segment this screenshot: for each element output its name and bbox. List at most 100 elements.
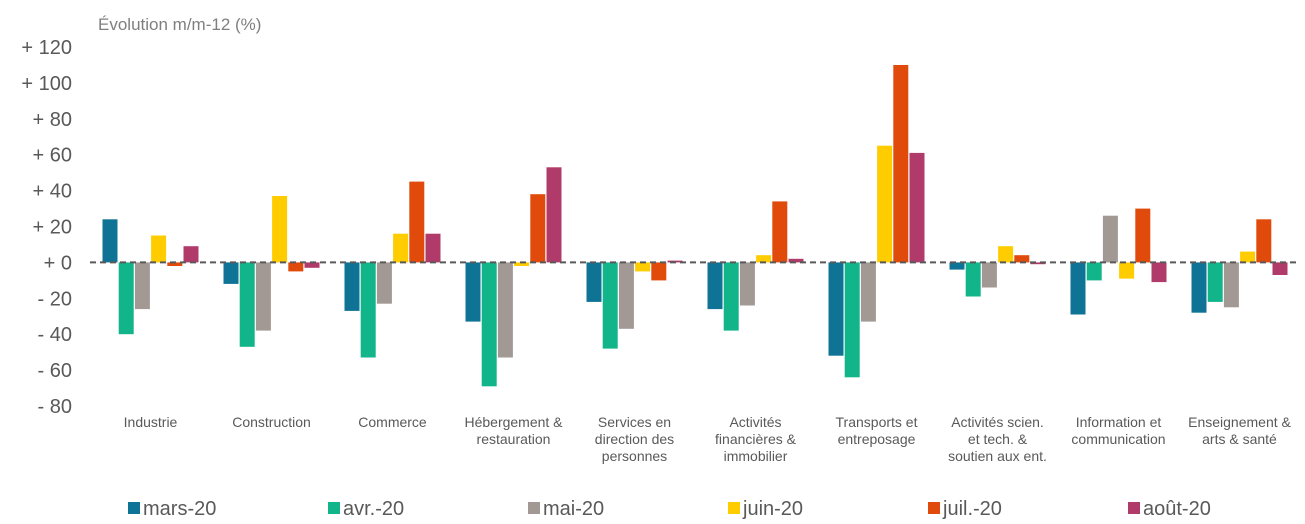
bar bbox=[1102, 215, 1118, 263]
bar bbox=[393, 233, 409, 263]
bar bbox=[272, 196, 288, 263]
y-tick-label: + 80 bbox=[33, 109, 72, 131]
bar bbox=[1070, 262, 1086, 315]
category-label: Industrie bbox=[124, 414, 178, 430]
category-label: restauration bbox=[477, 431, 551, 447]
legend-swatch bbox=[928, 502, 940, 514]
y-tick-label: + 40 bbox=[33, 181, 72, 203]
bar bbox=[546, 167, 562, 263]
category-label: Services en bbox=[598, 414, 671, 430]
bar bbox=[151, 235, 167, 263]
bar bbox=[344, 262, 360, 311]
bar bbox=[183, 246, 199, 263]
bars bbox=[102, 65, 1288, 387]
bar bbox=[788, 258, 804, 263]
bar bbox=[602, 262, 618, 349]
bar bbox=[497, 262, 513, 358]
bar bbox=[1191, 262, 1207, 313]
bar bbox=[965, 262, 981, 297]
bar bbox=[1135, 208, 1151, 263]
bar bbox=[586, 262, 602, 302]
bar bbox=[909, 152, 925, 263]
bar bbox=[618, 262, 634, 329]
category-label: direction des bbox=[595, 431, 674, 447]
bar bbox=[134, 262, 150, 310]
y-tick-label: - 40 bbox=[38, 324, 72, 346]
legend: mars-20 avr.-20 mai-20 juin-20 juil.-20 août-… bbox=[128, 498, 1211, 520]
legend-swatch bbox=[1128, 502, 1140, 514]
bar bbox=[118, 262, 134, 335]
bar bbox=[530, 194, 546, 263]
category-label: financières & bbox=[715, 431, 797, 447]
bar bbox=[239, 262, 255, 347]
bar bbox=[1207, 262, 1223, 302]
bar bbox=[1272, 262, 1288, 275]
bar bbox=[102, 219, 118, 263]
bar bbox=[756, 255, 772, 263]
legend-swatch bbox=[328, 502, 340, 514]
bar bbox=[288, 262, 304, 272]
y-tick-label: + 20 bbox=[33, 217, 72, 239]
bar bbox=[1086, 262, 1102, 281]
category-label: entreposage bbox=[838, 431, 916, 447]
bar bbox=[998, 246, 1014, 263]
category-label: immobilier bbox=[724, 448, 788, 464]
bar bbox=[1151, 262, 1167, 283]
bar bbox=[723, 262, 739, 331]
bar bbox=[223, 262, 239, 284]
y-tick-label: - 20 bbox=[38, 288, 72, 310]
bar bbox=[465, 262, 481, 322]
bar bbox=[828, 262, 844, 356]
legend-label: août-20 bbox=[1143, 498, 1211, 520]
bar bbox=[635, 262, 651, 272]
legend-label: avr.-20 bbox=[343, 498, 404, 520]
category-label: Hébergement & bbox=[464, 414, 563, 430]
legend-swatch bbox=[528, 502, 540, 514]
bar bbox=[893, 65, 909, 263]
y-tick-label: + 60 bbox=[33, 145, 72, 167]
bar bbox=[360, 262, 376, 358]
bar bbox=[739, 262, 755, 306]
y-tick-label: + 100 bbox=[21, 73, 72, 95]
category-label: soutien aux ent. bbox=[948, 448, 1047, 464]
category-label: Activités bbox=[729, 414, 781, 430]
bar bbox=[1256, 219, 1272, 263]
category-label: Enseignement & bbox=[1188, 414, 1291, 430]
bar bbox=[772, 201, 788, 263]
category-label: personnes bbox=[602, 448, 667, 464]
bar bbox=[844, 262, 860, 378]
bar bbox=[707, 262, 723, 310]
bar bbox=[1014, 255, 1030, 263]
legend-swatch bbox=[728, 502, 740, 514]
category-label: Information et bbox=[1076, 414, 1162, 430]
bar bbox=[1223, 262, 1239, 308]
legend-swatch bbox=[128, 502, 140, 514]
legend-label: mai-20 bbox=[543, 498, 604, 520]
bar bbox=[376, 262, 392, 304]
bar bbox=[651, 262, 667, 281]
bar bbox=[1119, 262, 1135, 279]
bar bbox=[304, 262, 320, 268]
bar bbox=[981, 262, 997, 288]
bar bbox=[949, 262, 965, 270]
bar bbox=[255, 262, 271, 331]
legend-label: juil.-20 bbox=[942, 498, 1002, 520]
bar bbox=[481, 262, 497, 387]
y-axis-ticks: + 120 + 100 + 80 + 60 + 40 + 20 + 0 - 20 - 40 - 6… bbox=[21, 37, 72, 418]
category-label: et tech. & bbox=[968, 431, 1028, 447]
y-tick-label: + 0 bbox=[44, 252, 72, 274]
category-labels: Industrie Construction Commerce Hébergement… bbox=[124, 414, 1292, 464]
category-label: Construction bbox=[232, 414, 311, 430]
category-label: communication bbox=[1071, 431, 1165, 447]
bar bbox=[167, 262, 183, 266]
y-tick-label: - 60 bbox=[38, 360, 72, 382]
bar bbox=[860, 262, 876, 322]
y-axis-title: Évolution m/m-12 (%) bbox=[98, 15, 261, 34]
bar bbox=[1240, 251, 1256, 263]
y-tick-label: + 120 bbox=[21, 37, 72, 59]
bar bbox=[425, 233, 441, 263]
bar bbox=[514, 262, 530, 266]
y-tick-label: - 80 bbox=[38, 396, 72, 418]
